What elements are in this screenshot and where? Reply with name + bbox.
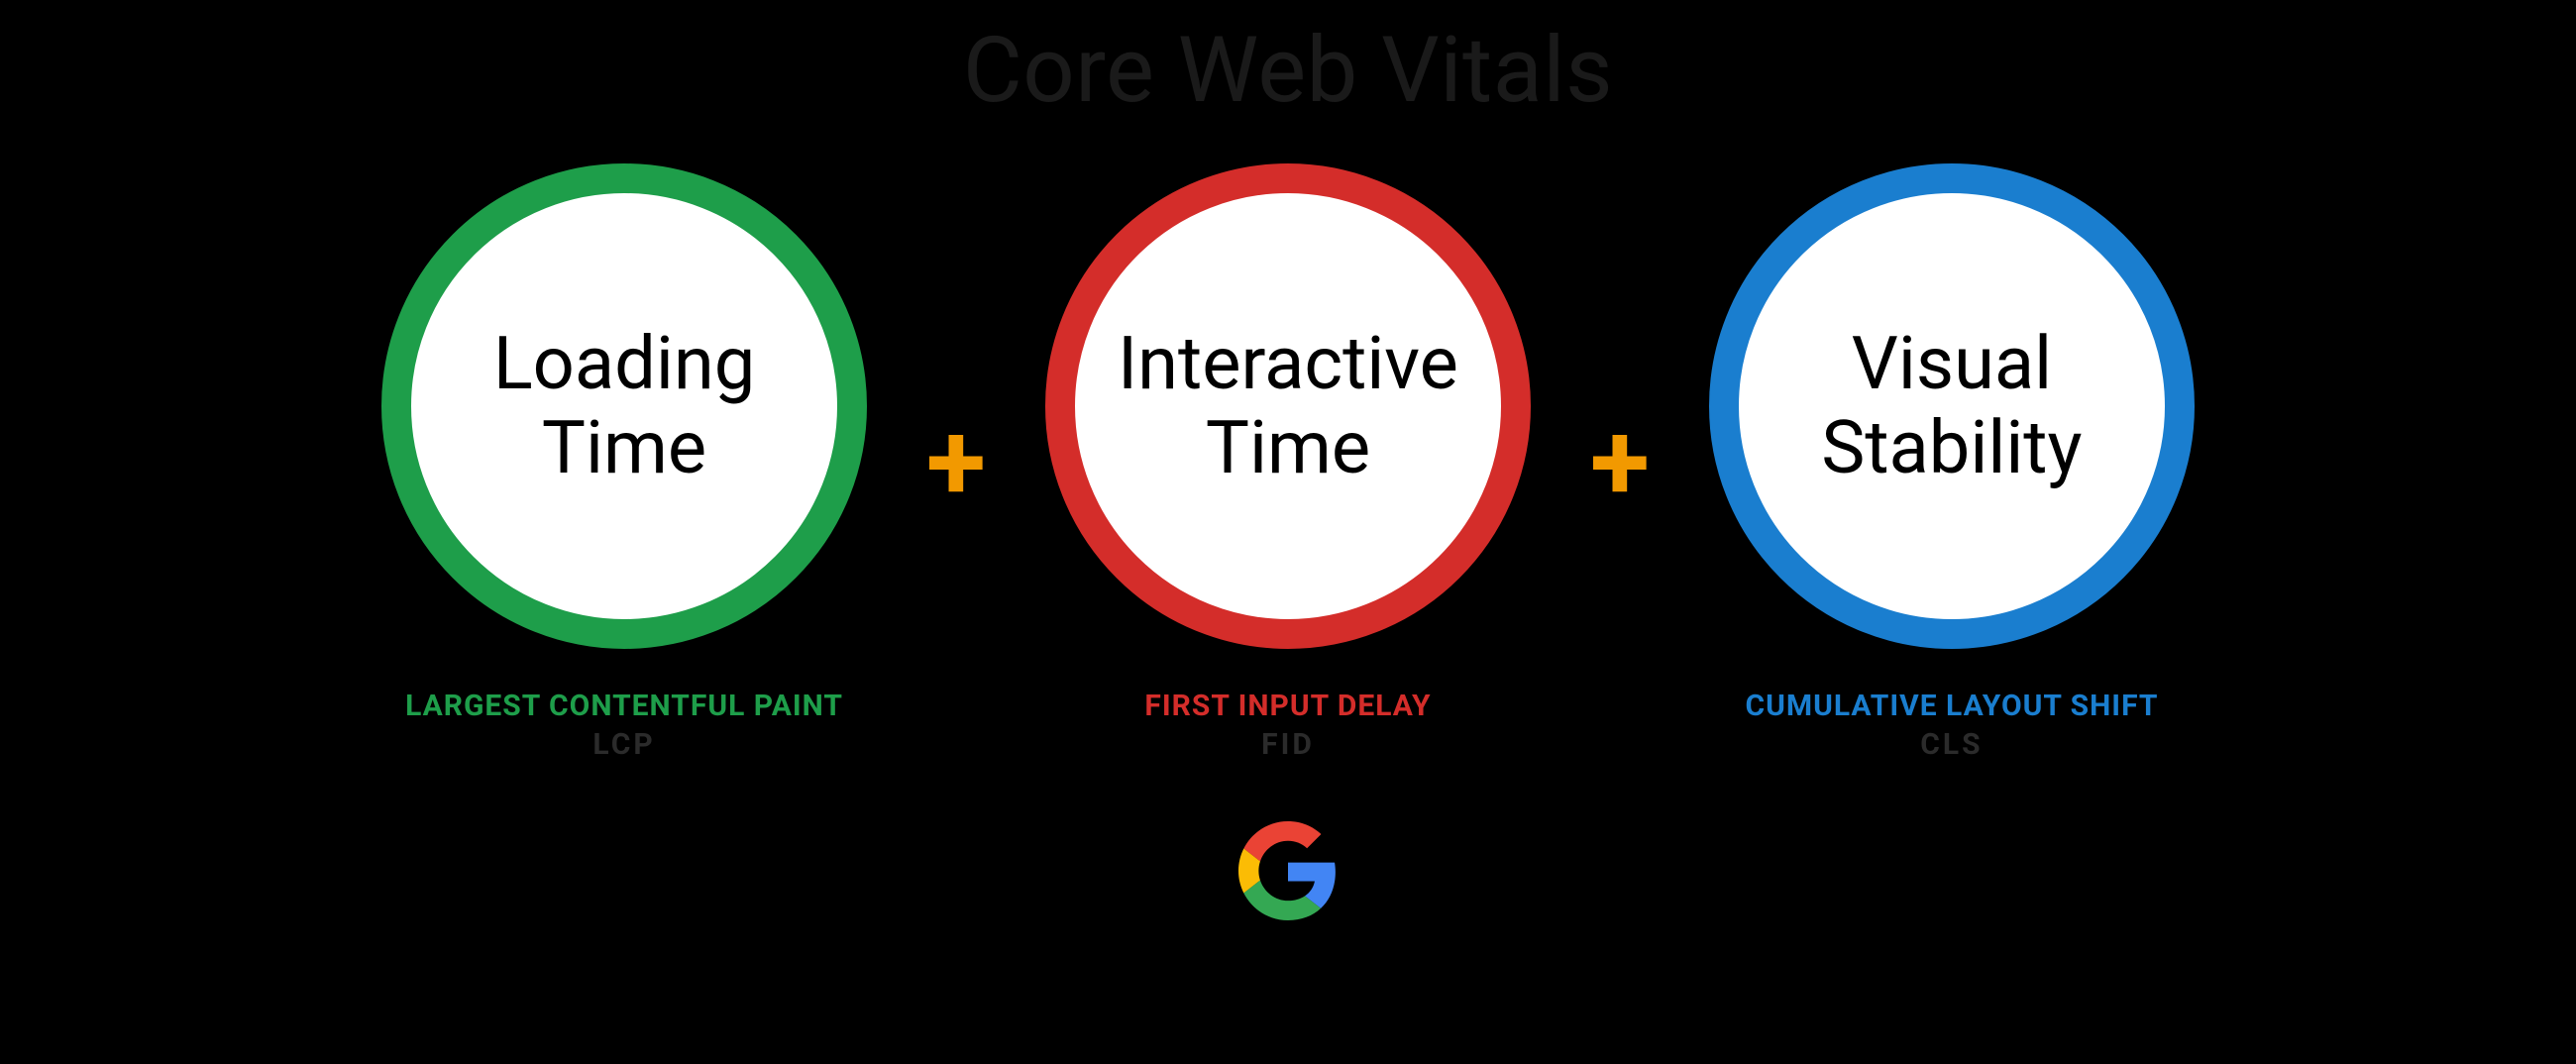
metric-cls-fullname: CUMULATIVE LAYOUT SHIFT: [1745, 689, 2158, 723]
google-g-icon: [1238, 821, 1338, 924]
metric-cls-caption: CUMULATIVE LAYOUT SHIFT CLS: [1745, 689, 2158, 762]
metric-lcp-ring: Loading Time: [381, 163, 867, 649]
metric-lcp-fullname: LARGEST CONTENTFUL PAINT: [405, 689, 843, 723]
metric-lcp-abbr: LCP: [405, 727, 843, 762]
metric-cls-ring: Visual Stability: [1709, 163, 2195, 649]
metric-cls-abbr: CLS: [1745, 727, 2158, 762]
metric-fid-abbr: FID: [1144, 727, 1431, 762]
metric-fid: Interactive Time FIRST INPUT DELAY FID: [1045, 163, 1531, 762]
metric-lcp-label: Loading Time: [493, 322, 755, 490]
plus-icon: +: [926, 408, 986, 517]
metric-fid-label: Interactive Time: [1118, 322, 1458, 490]
metric-fid-fullname: FIRST INPUT DELAY: [1144, 689, 1431, 723]
metric-lcp-caption: LARGEST CONTENTFUL PAINT LCP: [405, 689, 843, 762]
metric-fid-ring: Interactive Time: [1045, 163, 1531, 649]
metric-cls: Visual Stability CUMULATIVE LAYOUT SHIFT…: [1709, 163, 2195, 762]
plus-icon: +: [1590, 408, 1650, 517]
metrics-row: Loading Time LARGEST CONTENTFUL PAINT LC…: [381, 163, 2195, 762]
metric-fid-caption: FIRST INPUT DELAY FID: [1144, 689, 1431, 762]
metric-lcp: Loading Time LARGEST CONTENTFUL PAINT LC…: [381, 163, 867, 762]
metric-cls-label: Visual Stability: [1821, 322, 2082, 490]
page-title: Core Web Vitals: [963, 18, 1613, 124]
